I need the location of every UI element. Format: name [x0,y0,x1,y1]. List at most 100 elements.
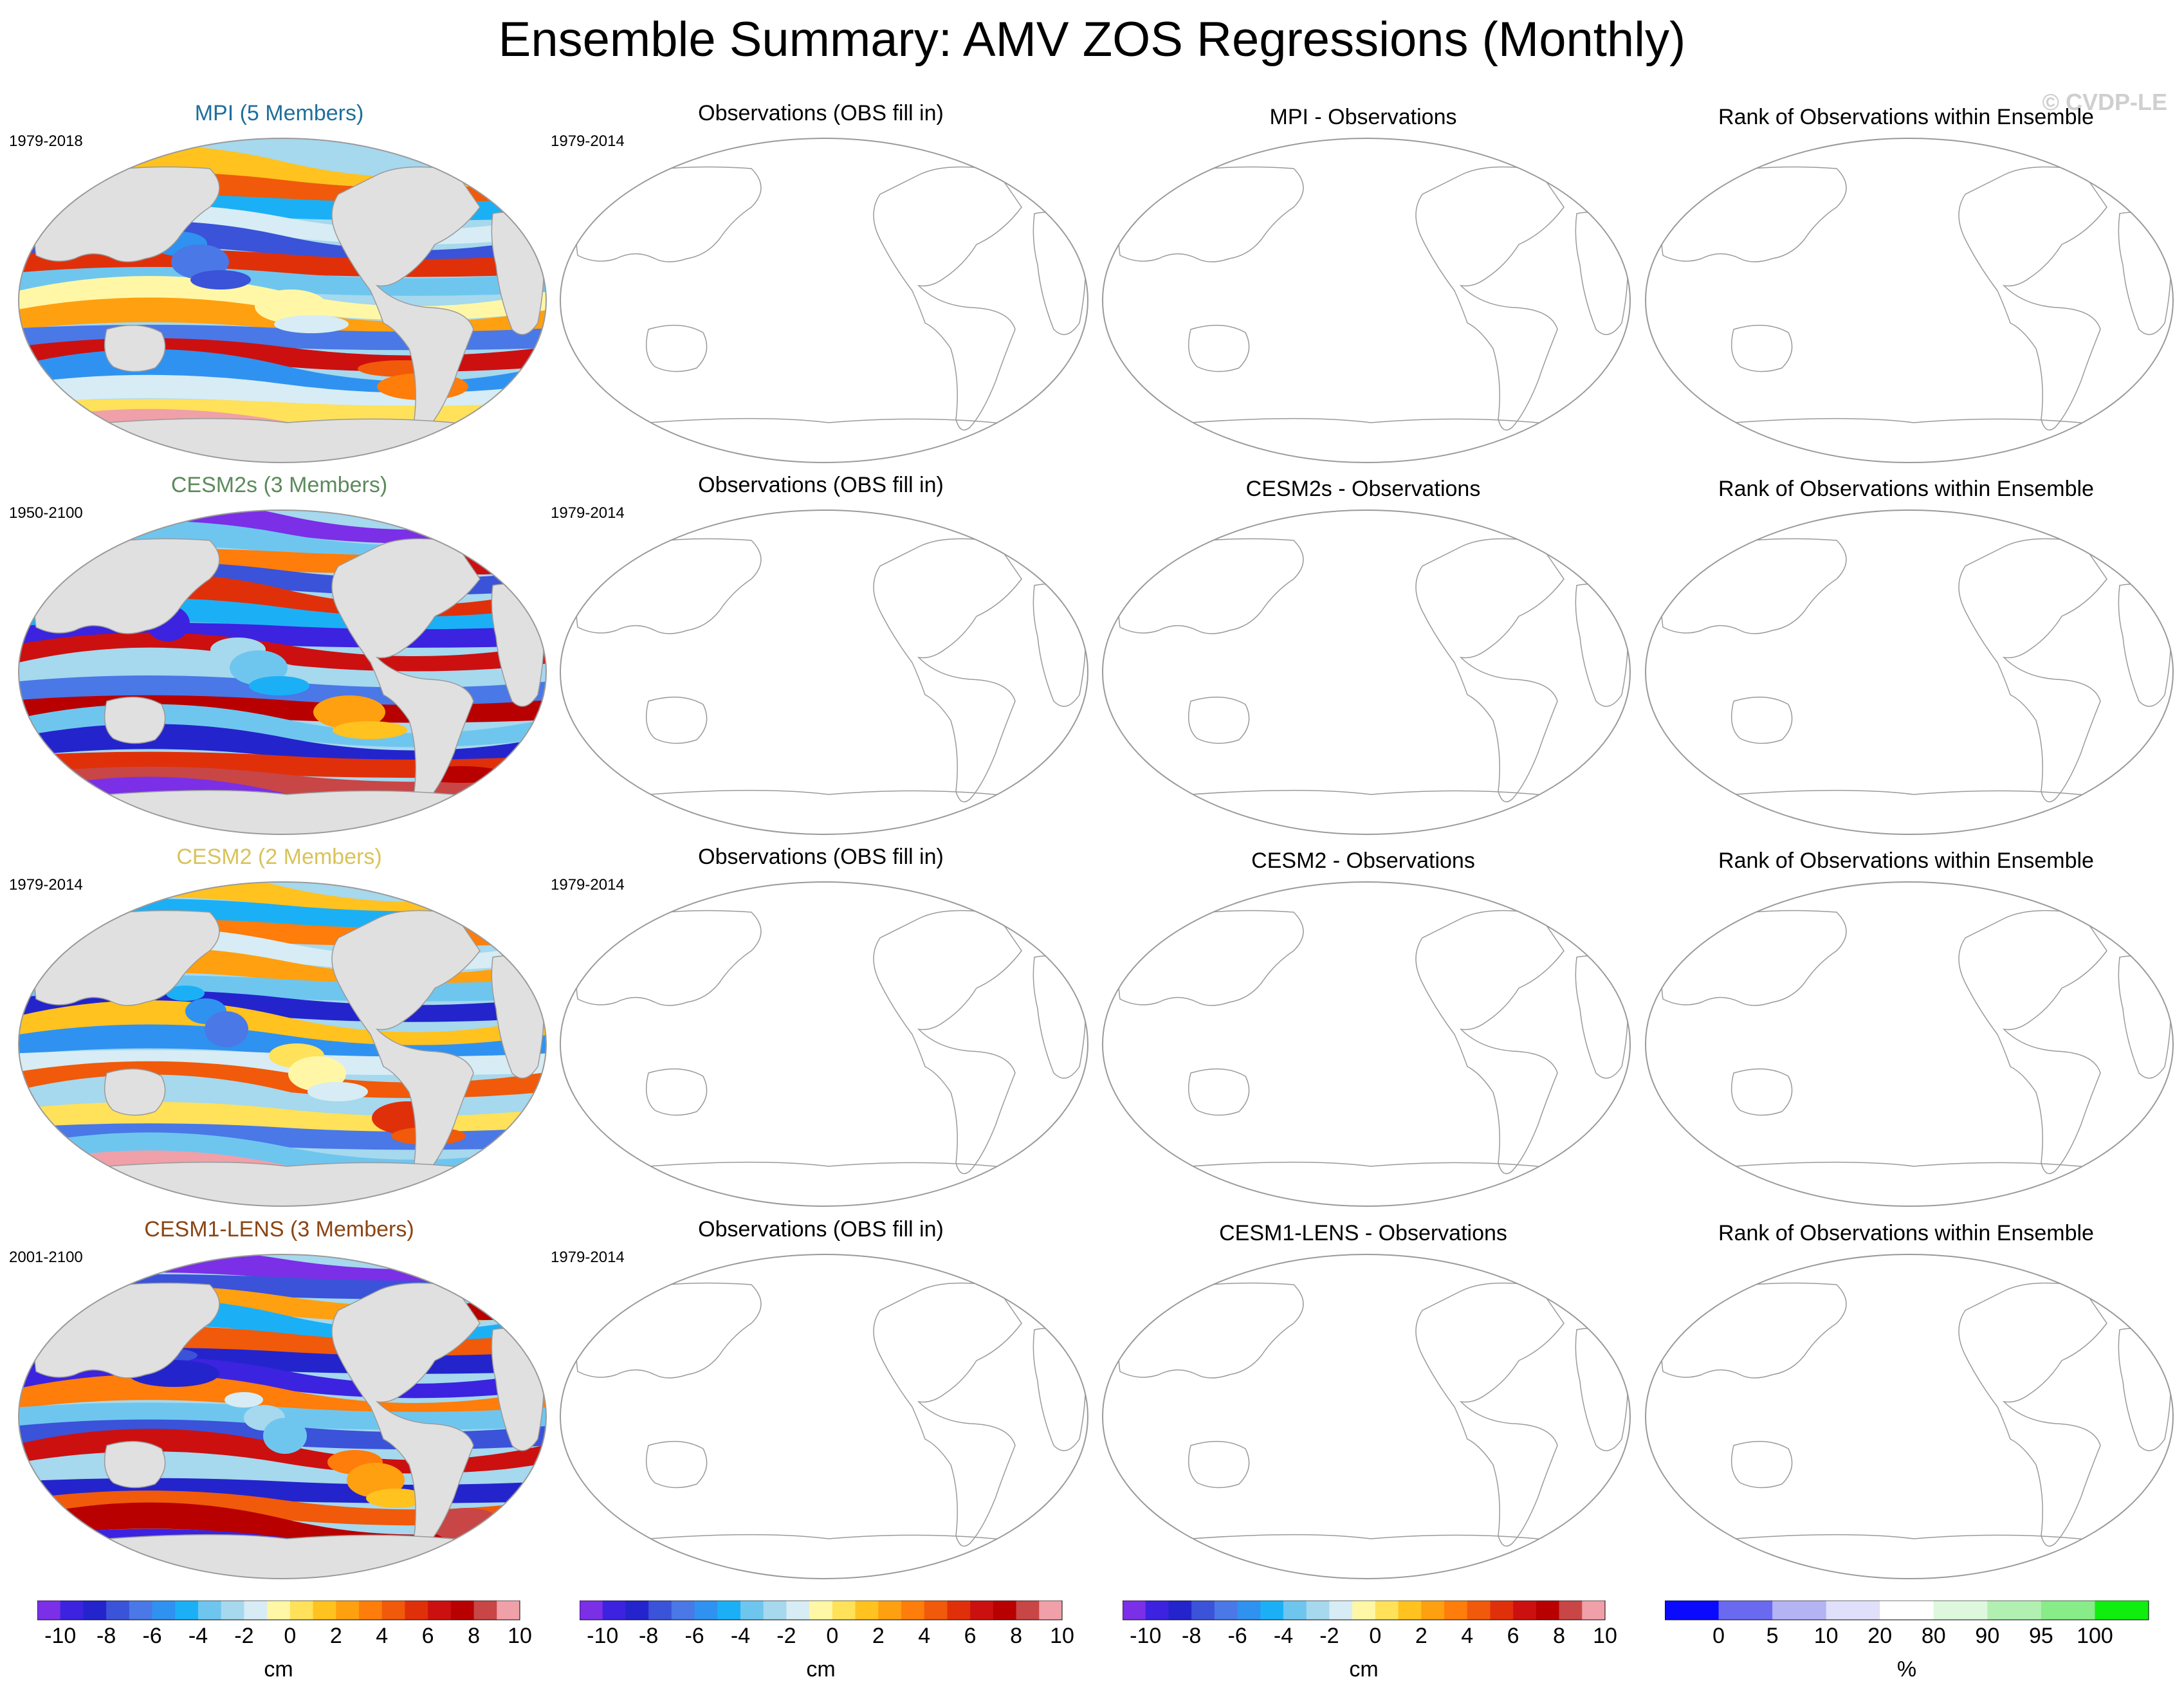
continent-outline [873,538,1022,803]
colorbar-swatch [1123,1601,1146,1620]
colorbar-tick-label: 0 [284,1624,296,1648]
colorbar-swatch [289,1601,314,1620]
continent-outline [1118,538,1304,634]
panel-title: Observations (OBS fill in) [698,845,944,869]
colorbar-swatch [648,1601,672,1620]
colorbar-frame [580,1601,1063,1620]
map-rank [1645,881,2174,1207]
panel-title: CESM2 (2 Members) [176,845,382,869]
colorbar-tick-label: 8 [1553,1624,1565,1648]
map-rank [1645,138,2174,463]
colorbar-swatch [1933,1601,1988,1620]
colorbar-swatch [221,1601,244,1620]
panel-ensemble-cesm2s: CESM2s (3 Members) 1950-2100 [9,473,548,836]
period-label: 1979-2014 [551,133,625,150]
continent-outline [1415,910,1565,1175]
anomaly-blob [307,1082,368,1101]
continent-outline [1415,538,1565,803]
anomaly-blob [263,1418,307,1454]
panel-title: Observations (OBS fill in) [698,1217,944,1242]
colorbar-swatch [1718,1601,1773,1620]
continent-outline [576,910,762,1006]
map-border [560,1254,1088,1579]
colorbar-swatch [1306,1601,1330,1620]
panel-difference-mpi: MPI - Observations [1094,104,1632,464]
continent-outline [1693,789,2134,834]
continent-outline [1958,538,2107,803]
colorbar-tick-label: -2 [234,1624,253,1648]
continent-outline [1118,910,1304,1006]
colorbar-swatch [267,1601,291,1620]
zos-colorbar-3: -10 -8 -6 -4 -2 0 2 4 6 8 10 cm [1123,1601,1618,1688]
panel-ensemble-cesm1-lens: CESM1-LENS (3 Members) 2001-2100 [9,1217,548,1581]
colorbar-tick-label: -6 [1227,1624,1247,1648]
continent-outline [873,1282,1022,1547]
panel-title: CESM2s (3 Members) [170,473,388,497]
zos-colorbar-1: -10 -8 -6 -4 -2 0 2 4 6 8 10 cm [37,1601,533,1688]
colorbar-swatch [497,1601,520,1620]
colorbar-swatch [1283,1601,1307,1620]
map-border [560,138,1088,463]
rank-colorbar-graphic: 0 5 10 20 80 90 95 100 [1665,1601,2149,1648]
colorbar-swatch [1582,1601,1606,1620]
map-difference [1102,881,1631,1207]
continent-outline [645,1068,708,1116]
colorbar-swatch [175,1601,199,1620]
continent-outline [645,1440,708,1489]
panel-title: Rank of Observations within Ensemble [1718,105,2094,129]
continent-outline [1188,1068,1250,1116]
map-ensemble [18,138,547,463]
map-border [18,881,547,1207]
colorbar-swatch [244,1601,268,1620]
anomaly-blob [205,1011,248,1047]
period-label: 1979-2014 [551,504,625,522]
colorbar-tick-label: -10 [44,1624,76,1648]
colorbar-swatch [1536,1601,1560,1620]
colorbar-swatch [473,1601,497,1620]
anomaly-blob [313,695,385,729]
continent-outline [1150,789,1592,834]
anomaly-blob [49,174,87,189]
continent-outline [576,1282,762,1379]
map-border [1645,1254,2174,1579]
colorbar-swatch [60,1601,84,1620]
colorbar-swatch [671,1601,695,1620]
anomaly-blob [225,1392,263,1408]
continent-outline [873,910,1022,1175]
panel-ensemble-mpi: MPI (5 Members) 1979-2018 [9,101,548,464]
continent-outline [66,1534,508,1579]
colorbar-tick-label: 6 [964,1624,977,1648]
continent-outline [1958,910,2107,1175]
continent-outline [66,789,508,834]
anomaly-band [19,1374,546,1417]
panel-observations-mpi: Observations (OBS fill in) 1979-2014 [551,101,1090,464]
anomaly-blob [190,270,251,289]
map-ensemble [18,881,547,1207]
continent-outline [873,166,1022,431]
colorbar-swatch [1421,1601,1445,1620]
continent-outline [1693,1161,2134,1206]
colorbar-tick-label: -6 [142,1624,161,1648]
colorbar-swatch [83,1601,107,1620]
colorbar-tick-label: 5 [1766,1624,1779,1648]
anomaly-blob [333,721,407,739]
map-ensemble [18,509,547,835]
colorbar-tick-label: 8 [1010,1624,1022,1648]
map-difference [1102,509,1631,835]
colorbar-swatch [901,1601,925,1620]
continent-outline [1661,910,1847,1006]
map-border [1645,138,2174,463]
colorbar-swatch [1016,1601,1040,1620]
colorbar-frame [1665,1601,2149,1620]
continent-outline [645,696,708,744]
colorbar-swatch [1467,1601,1491,1620]
map-border [1645,509,2174,835]
map-rank [1645,509,2174,835]
continent-outline [1415,1282,1565,1547]
continent-outline [104,1440,166,1489]
zos-colorbar-3-graphic: -10 -8 -6 -4 -2 0 2 4 6 8 10 [1123,1601,1617,1648]
map-observations [560,138,1088,463]
map-observations [560,881,1088,1207]
colorbar-tick-label: 0 [1712,1624,1725,1648]
colorbar-unit: cm [1349,1657,1379,1682]
